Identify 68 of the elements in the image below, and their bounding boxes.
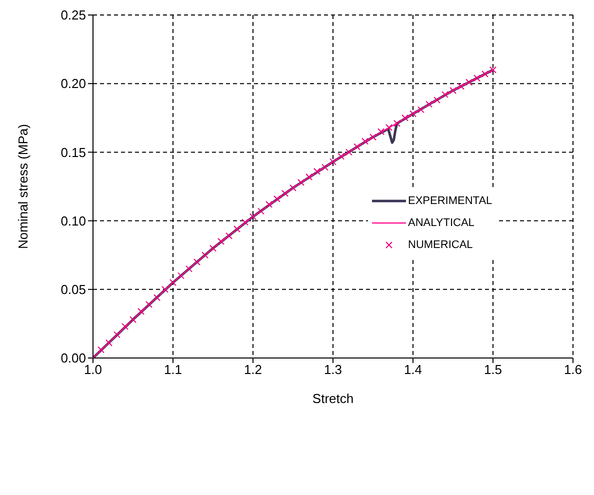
point [234, 226, 240, 233]
point [218, 238, 224, 245]
point [298, 178, 304, 186]
point [306, 173, 312, 180]
y-tick-label: 0.15 [60, 144, 86, 160]
point [266, 200, 272, 208]
point [450, 86, 456, 94]
point [250, 213, 256, 220]
point [402, 114, 408, 122]
x-tick-label: 1.5 [484, 362, 502, 378]
y-tick-label: 0.20 [60, 76, 86, 92]
point [130, 316, 136, 324]
point [386, 124, 392, 132]
y-tick-label: 0.25 [60, 8, 86, 23]
point [122, 322, 128, 330]
x-tick-label: 1.1 [164, 362, 182, 378]
point [194, 258, 200, 266]
point [162, 286, 168, 293]
point [258, 208, 264, 215]
point [338, 152, 344, 160]
point [458, 82, 464, 90]
point [426, 100, 432, 108]
point [274, 195, 280, 202]
point [314, 168, 320, 175]
point [154, 294, 160, 302]
point [442, 91, 448, 98]
legend-label: EXPERIMENTAL [408, 195, 492, 207]
y-tick-label: 0.05 [60, 282, 86, 298]
point [346, 148, 352, 156]
x-tick-label: 1.4 [404, 362, 422, 378]
point [490, 66, 496, 74]
y-tick-label: 0.10 [60, 213, 86, 228]
point [114, 331, 120, 338]
point [362, 138, 368, 145]
point [202, 252, 208, 259]
point [410, 110, 416, 118]
point [482, 70, 488, 78]
point [290, 184, 296, 192]
point [98, 346, 104, 354]
point [282, 190, 288, 197]
legend-label: NUMERICAL [408, 239, 473, 251]
point [474, 74, 480, 82]
x-tick-label: 1.6 [564, 362, 582, 378]
point [434, 96, 440, 104]
point [418, 106, 424, 114]
point [178, 272, 184, 280]
y-tick-label: 0.00 [60, 350, 86, 366]
point [226, 232, 232, 240]
point [370, 134, 376, 141]
point [394, 120, 400, 127]
point [170, 279, 176, 286]
point [354, 143, 360, 150]
point [210, 244, 216, 252]
point [186, 265, 192, 272]
point [378, 128, 384, 136]
point [242, 218, 248, 226]
x-axis-title: Stretch [312, 391, 354, 406]
point [146, 300, 152, 308]
point [322, 164, 328, 171]
x-tick-label: 1.2 [244, 362, 262, 378]
legend-label: ANALYTICAL [408, 217, 474, 229]
x-tick-label: 1.0 [84, 362, 102, 378]
point [466, 78, 472, 86]
point [330, 158, 336, 166]
point [106, 339, 112, 346]
x-tick-label: 1.3 [324, 362, 342, 378]
y-axis-title: Nominal stress (MPa) [16, 124, 31, 249]
point [138, 308, 144, 315]
